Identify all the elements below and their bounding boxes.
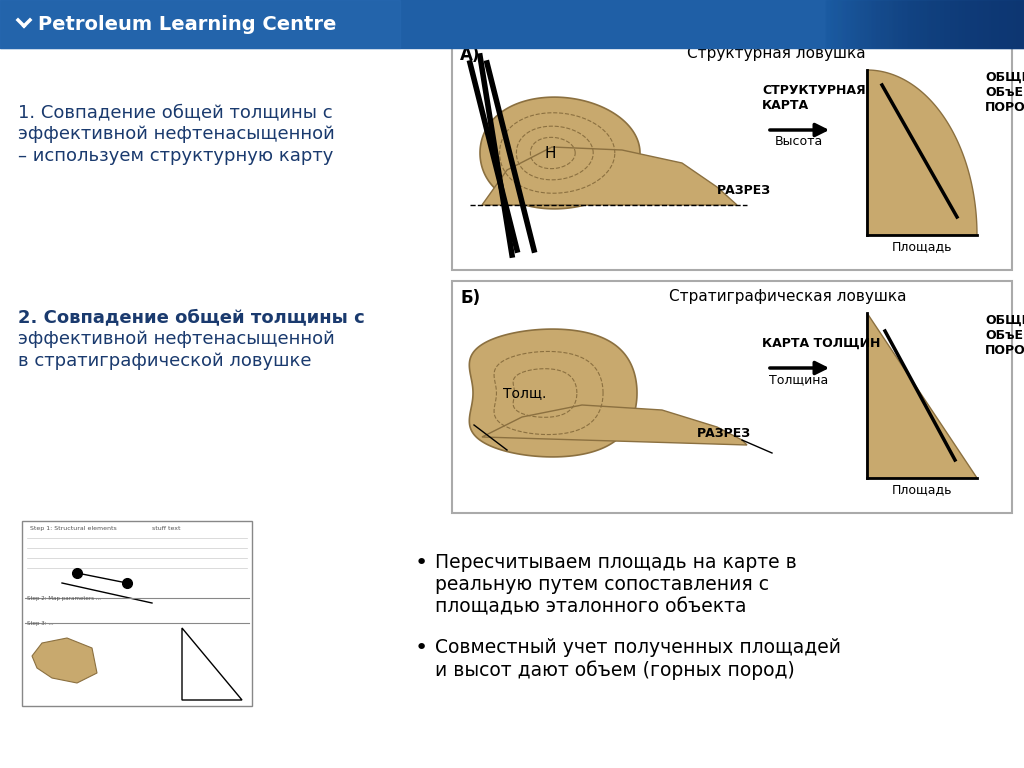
Text: Н: Н (544, 145, 556, 161)
Polygon shape (480, 97, 640, 209)
Text: в стратиграфической ловушке: в стратиграфической ловушке (18, 352, 311, 370)
Text: Step 1: Structural elements: Step 1: Structural elements (30, 526, 117, 531)
Text: 1. Совпадение общей толщины с: 1. Совпадение общей толщины с (18, 103, 333, 121)
Text: Высота: Высота (775, 135, 823, 148)
Bar (0, 0, 400, 48)
Bar (452, 281, 1012, 513)
Text: Толщ.: Толщ. (504, 386, 547, 400)
Text: РАЗРЕЗ: РАЗРЕЗ (697, 427, 752, 440)
Text: эффективной нефтенасыщенной: эффективной нефтенасыщенной (18, 125, 335, 143)
Text: реальную путем сопоставления с: реальную путем сопоставления с (435, 575, 769, 594)
Text: stuff text: stuff text (152, 526, 180, 531)
Polygon shape (482, 405, 746, 445)
Text: площадью эталонного объекта: площадью эталонного объекта (435, 597, 746, 616)
Text: ОБЩИЙ
ОБъЕМ
ПОРОД: ОБЩИЙ ОБъЕМ ПОРОД (985, 313, 1024, 356)
Text: КАРТА ТОЛЩИН: КАРТА ТОЛЩИН (762, 337, 881, 350)
Bar (0, 0, 1024, 48)
Polygon shape (867, 313, 977, 478)
Text: •: • (415, 638, 428, 658)
Bar (22, 521, 252, 706)
Text: РАЗРЕЗ: РАЗРЕЗ (717, 184, 771, 197)
Text: Стратиграфическая ловушка: Стратиграфическая ловушка (670, 289, 906, 304)
Text: Step 3: ...: Step 3: ... (27, 621, 53, 626)
Text: Совместный учет полученных площадей: Совместный учет полученных площадей (435, 638, 841, 657)
Text: и высот дают объем (горных пород): и высот дают объем (горных пород) (435, 660, 795, 680)
Text: эффективной нефтенасыщенной: эффективной нефтенасыщенной (18, 330, 335, 348)
Text: – используем структурную карту: – используем структурную карту (18, 147, 334, 165)
Text: Step 2: Map parameters ...: Step 2: Map parameters ... (27, 596, 101, 601)
Text: Площадь: Площадь (892, 483, 952, 496)
Text: Структурная ловушка: Структурная ловушка (687, 46, 866, 61)
Polygon shape (32, 638, 97, 683)
Text: А): А) (460, 46, 480, 64)
Text: Толщина: Толщина (769, 373, 828, 386)
Polygon shape (469, 329, 637, 457)
Text: •: • (415, 553, 428, 573)
Polygon shape (867, 70, 977, 235)
Bar (452, 38, 1012, 270)
Text: Б): Б) (460, 289, 480, 307)
Text: Площадь: Площадь (892, 240, 952, 253)
Text: СТРУКТУРНАЯ
КАРТА: СТРУКТУРНАЯ КАРТА (762, 84, 865, 112)
Text: ОБЩИЙ
ОБъЕМ
ПОРОД: ОБЩИЙ ОБъЕМ ПОРОД (985, 70, 1024, 114)
Text: Petroleum Learning Centre: Petroleum Learning Centre (38, 15, 336, 34)
Polygon shape (482, 147, 737, 205)
Text: 2. Совпадение общей толщины с: 2. Совпадение общей толщины с (18, 308, 365, 326)
Text: Пересчитываем площадь на карте в: Пересчитываем площадь на карте в (435, 553, 797, 572)
